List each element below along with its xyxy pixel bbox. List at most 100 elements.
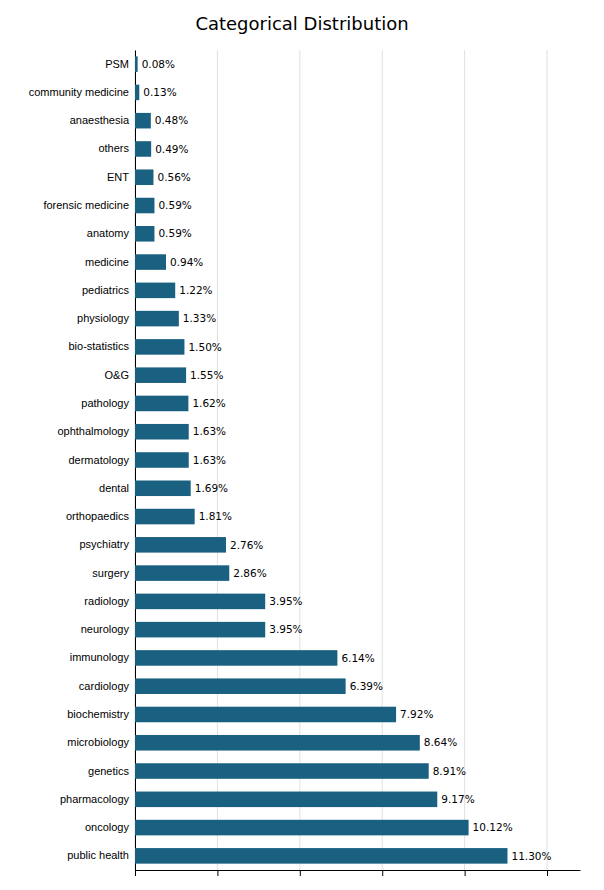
- y-tick: community medicine: [29, 86, 135, 98]
- y-tick-label: immunology: [70, 651, 130, 663]
- bar: [135, 452, 189, 468]
- x-tick: [300, 870, 301, 876]
- data-label: 1.62%: [192, 397, 225, 409]
- x-tick: [382, 870, 383, 876]
- data-label: 10.12%: [473, 821, 513, 833]
- data-label: 9.17%: [441, 793, 474, 805]
- data-label: 0.56%: [157, 171, 190, 183]
- y-tick: orthopaedics: [66, 510, 135, 522]
- data-label: 0.13%: [143, 86, 176, 98]
- y-tick-label: bio-statistics: [68, 340, 129, 352]
- x-tick: [135, 870, 136, 876]
- grid: [135, 50, 547, 870]
- y-tick-label: oncology: [85, 821, 130, 833]
- bar: [135, 820, 469, 836]
- data-label: 0.48%: [155, 114, 188, 126]
- x-tick-mark: [217, 870, 218, 876]
- y-tick: O&G: [105, 369, 135, 381]
- y-tick-label: dental: [99, 482, 129, 494]
- x-tick: [465, 870, 466, 876]
- data-label: 0.59%: [158, 199, 191, 211]
- y-tick-label: orthopaedics: [66, 510, 129, 522]
- y-tick: biochemistry: [67, 708, 135, 720]
- x-tick-mark: [135, 870, 136, 876]
- data-label: 3.95%: [269, 623, 302, 635]
- y-tick: PSM: [105, 58, 135, 70]
- data-label: 1.69%: [195, 482, 228, 494]
- bars: [135, 56, 507, 863]
- bar: [135, 254, 166, 270]
- bar: [135, 622, 265, 638]
- bar: [135, 424, 189, 440]
- data-label: 1.33%: [183, 312, 216, 324]
- data-label: 0.59%: [158, 227, 191, 239]
- x-tick-mark: [547, 870, 548, 876]
- y-tick-label: ENT: [107, 171, 129, 183]
- data-label: 1.63%: [193, 425, 226, 437]
- y-tick: bio-statistics: [68, 340, 135, 352]
- y-tick-label: microbiology: [67, 736, 129, 748]
- y-tick: forensic medicine: [43, 199, 135, 211]
- data-label: 1.55%: [190, 369, 223, 381]
- y-tick-label: anatomy: [87, 227, 130, 239]
- y-tick: dermatology: [68, 454, 135, 466]
- plot: PSM community medicine anaesthesia others EN…: [29, 50, 581, 876]
- bar: [135, 848, 507, 864]
- bar: [135, 509, 195, 525]
- grid-line: [547, 50, 548, 870]
- data-label: 3.95%: [269, 595, 302, 607]
- bar: [135, 169, 153, 185]
- y-tick-label: surgery: [92, 567, 129, 579]
- y-tick-label: pediatrics: [82, 284, 130, 296]
- bar: [135, 792, 437, 808]
- y-tick: ENT: [107, 171, 135, 183]
- bar: [135, 396, 188, 412]
- bar: [135, 735, 420, 751]
- y-tick: immunology: [70, 651, 135, 663]
- y-tick-label: public health: [67, 849, 129, 861]
- bar: [135, 311, 179, 327]
- bar: [135, 283, 175, 299]
- y-tick: anaesthesia: [70, 114, 135, 126]
- bar: [135, 226, 154, 242]
- data-label: 1.50%: [188, 341, 221, 353]
- x-tick-mark: [300, 870, 301, 876]
- y-tick: ophthalmology: [57, 425, 135, 437]
- y-tick-label: medicine: [85, 256, 129, 268]
- bar: [135, 367, 186, 383]
- y-tick: pharmacology: [60, 793, 135, 805]
- y-tick: genetics: [88, 765, 135, 777]
- y-tick: neurology: [81, 623, 135, 635]
- bar: [135, 763, 429, 779]
- data-label: 0.94%: [170, 256, 203, 268]
- y-tick-label: others: [98, 142, 129, 154]
- y-tick-label: PSM: [105, 58, 129, 70]
- y-tick-label: O&G: [105, 369, 129, 381]
- data-label: 1.81%: [199, 510, 232, 522]
- y-tick: oncology: [85, 821, 135, 833]
- data-label: 7.92%: [400, 708, 433, 720]
- y-tick-label: dermatology: [68, 454, 129, 466]
- y-tick: cardiology: [79, 680, 135, 692]
- grid-line: [464, 50, 465, 870]
- y-tick: pathology: [81, 397, 135, 409]
- data-label: 2.86%: [233, 567, 266, 579]
- bar: [135, 113, 151, 129]
- y-tick: radiology: [84, 595, 135, 607]
- y-tick: psychiatry: [79, 538, 135, 550]
- y-tick-label: neurology: [81, 623, 130, 635]
- data-label: 11.30%: [511, 850, 551, 862]
- x-tick-mark: [465, 870, 466, 876]
- data-label: 0.08%: [142, 58, 175, 70]
- bar: [135, 141, 151, 157]
- x-tick-mark: [382, 870, 383, 876]
- y-tick-label: community medicine: [29, 86, 129, 98]
- y-tick: physiology: [77, 312, 135, 324]
- y-tick: dental: [99, 482, 135, 494]
- y-tick: others: [98, 142, 135, 154]
- y-tick-label: ophthalmology: [57, 425, 129, 437]
- y-tick-label: psychiatry: [79, 538, 129, 550]
- y-tick: microbiology: [67, 736, 135, 748]
- bar: [135, 198, 154, 214]
- bar: [135, 339, 184, 355]
